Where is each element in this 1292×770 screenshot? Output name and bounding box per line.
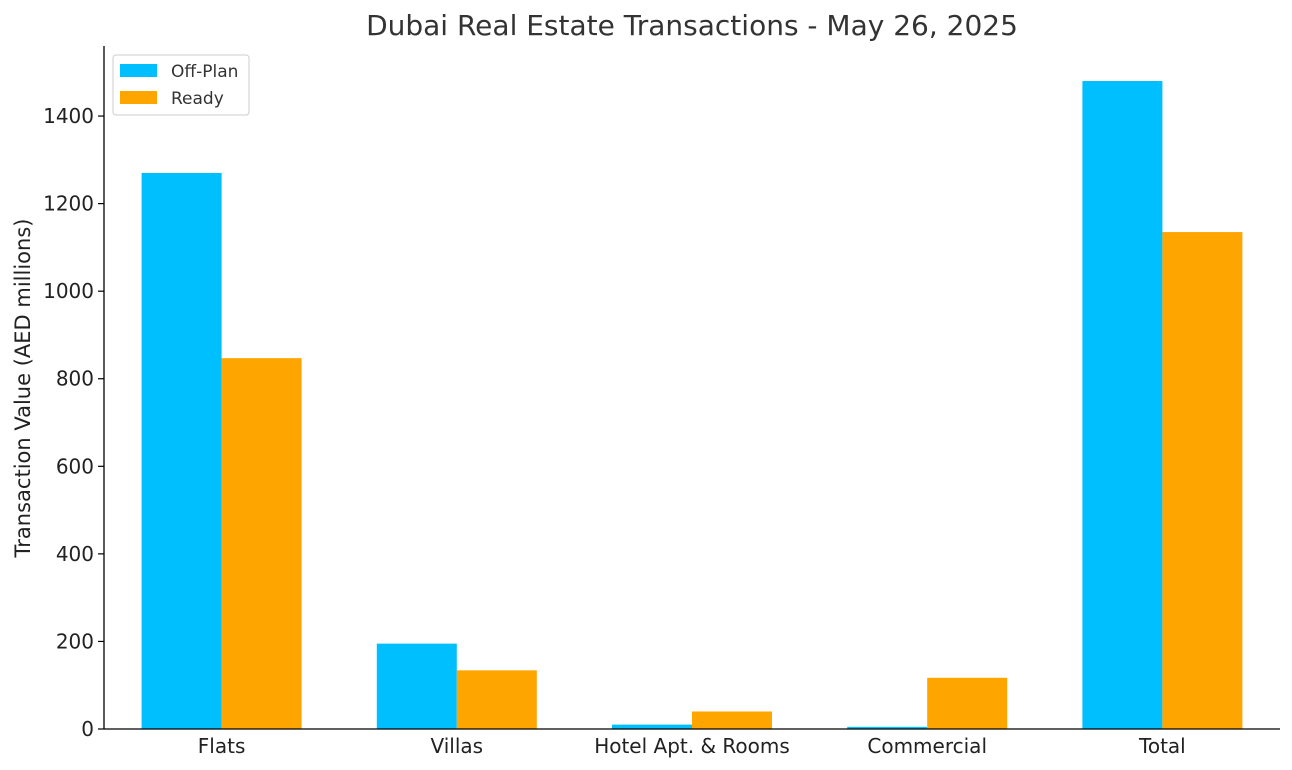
y-axis-label: Transaction Value (AED millions) — [11, 219, 35, 559]
x-tick-label: Flats — [198, 734, 246, 758]
legend-swatch-off-plan — [120, 64, 157, 77]
x-tick-label: Total — [1138, 734, 1186, 758]
y-tick-label: 1200 — [43, 192, 94, 216]
legend-label-off-plan: Off-Plan — [171, 62, 238, 82]
bars-group — [141, 81, 1243, 730]
y-tick-label: 0 — [81, 717, 94, 741]
bar-off-plan-hotel-apt-rooms — [612, 724, 692, 729]
bar-off-plan-villas — [376, 643, 457, 729]
bar-ready-hotel-apt-rooms — [692, 711, 772, 729]
bar-ready-flats — [221, 358, 302, 729]
chart-title: Dubai Real Estate Transactions - May 26,… — [366, 9, 1018, 42]
x-tick-label: Villas — [431, 734, 484, 758]
x-tick-label: Hotel Apt. & Rooms — [594, 734, 790, 758]
x-tick-label: Commercial — [867, 734, 987, 758]
bar-ready-villas — [456, 670, 537, 729]
y-tick-label: 1400 — [43, 104, 94, 128]
y-ticks-group: 0 200 400 600 800 1000 1200 1400 — [43, 104, 104, 741]
y-tick-label: 800 — [56, 367, 94, 391]
legend-label-ready: Ready — [171, 89, 224, 109]
y-tick-label: 600 — [56, 454, 94, 478]
bar-ready-commercial — [927, 677, 1008, 729]
legend-swatch-ready — [120, 91, 157, 104]
bar-off-plan-total — [1082, 81, 1163, 730]
y-tick-label: 200 — [56, 629, 94, 653]
x-tick-labels-group: Flats Villas Hotel Apt. & Rooms Commercial T… — [198, 734, 1186, 758]
y-tick-label: 1000 — [43, 279, 94, 303]
y-tick-label: 400 — [56, 542, 94, 566]
legend: Off-Plan Ready — [112, 54, 250, 116]
bar-ready-total — [1162, 232, 1243, 729]
bar-off-plan-commercial — [847, 726, 928, 729]
bar-off-plan-flats — [141, 172, 222, 729]
